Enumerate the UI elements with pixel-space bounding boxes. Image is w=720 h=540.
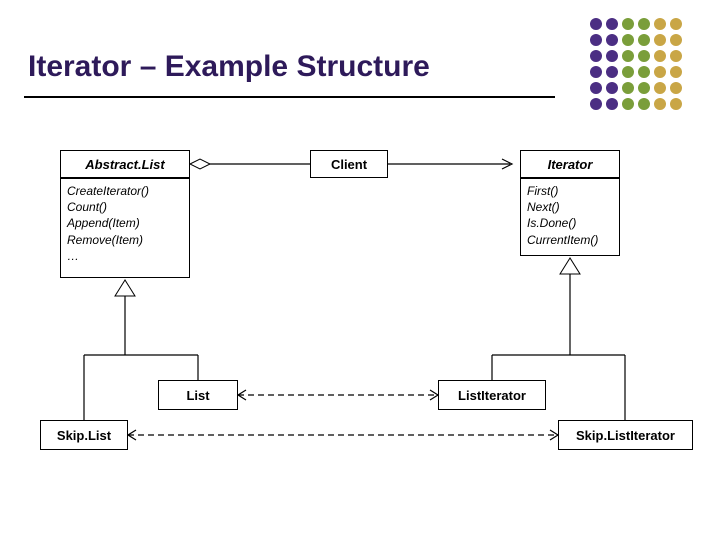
dot-icon <box>638 34 650 46</box>
dot-icon <box>622 18 634 30</box>
page-title: Iterator – Example Structure <box>28 50 430 84</box>
dot-icon <box>590 50 602 62</box>
class-label: Iterator <box>548 157 593 172</box>
class-label: Skip.ListIterator <box>576 428 675 443</box>
class-label: Abstract.List <box>85 157 164 172</box>
class-iterator: Iterator <box>520 150 620 178</box>
dot-icon <box>606 98 618 110</box>
class-list: List <box>158 380 238 410</box>
class-skip-list-iterator: Skip.ListIterator <box>558 420 693 450</box>
dot-icon <box>606 82 618 94</box>
class-label: List <box>186 388 209 403</box>
dot-icon <box>670 34 682 46</box>
dot-icon <box>590 34 602 46</box>
method-label: First() <box>527 183 613 199</box>
dot-icon <box>670 82 682 94</box>
method-label: CurrentItem() <box>527 232 613 248</box>
class-skip-list: Skip.List <box>40 420 128 450</box>
dot-icon <box>622 66 634 78</box>
method-label: Count() <box>67 199 183 215</box>
dot-icon <box>638 66 650 78</box>
class-list-iterator: ListIterator <box>438 380 546 410</box>
dot-icon <box>654 34 666 46</box>
class-abstract-list-methods: CreateIterator()Count()Append(Item)Remov… <box>60 178 190 278</box>
method-label: Is.Done() <box>527 215 613 231</box>
class-label: Client <box>331 157 367 172</box>
dot-icon <box>590 66 602 78</box>
dot-icon <box>670 98 682 110</box>
dot-icon <box>654 98 666 110</box>
dot-icon <box>654 66 666 78</box>
dot-icon <box>590 18 602 30</box>
dot-icon <box>670 18 682 30</box>
dot-icon <box>638 18 650 30</box>
dot-icon <box>654 18 666 30</box>
dot-icon <box>606 50 618 62</box>
dot-icon <box>638 82 650 94</box>
class-client: Client <box>310 150 388 178</box>
dot-icon <box>606 18 618 30</box>
dot-icon <box>622 34 634 46</box>
method-label: Append(Item) <box>67 215 183 231</box>
method-label: CreateIterator() <box>67 183 183 199</box>
class-label: ListIterator <box>458 388 526 403</box>
class-iterator-methods: First()Next()Is.Done()CurrentItem() <box>520 178 620 256</box>
method-label: Remove(Item) <box>67 232 183 248</box>
dot-icon <box>606 66 618 78</box>
class-label: Skip.List <box>57 428 111 443</box>
dot-icon <box>622 98 634 110</box>
dot-icon <box>638 98 650 110</box>
dot-icon <box>670 50 682 62</box>
method-label: Next() <box>527 199 613 215</box>
title-underline <box>24 96 555 98</box>
dot-icon <box>638 50 650 62</box>
dot-icon <box>670 66 682 78</box>
dot-icon <box>622 82 634 94</box>
dot-icon <box>606 34 618 46</box>
decorative-dots <box>590 18 682 110</box>
dot-icon <box>590 82 602 94</box>
method-label: … <box>67 248 183 264</box>
dot-icon <box>590 98 602 110</box>
dot-icon <box>654 82 666 94</box>
class-abstract-list: Abstract.List <box>60 150 190 178</box>
dot-icon <box>622 50 634 62</box>
dot-icon <box>654 50 666 62</box>
